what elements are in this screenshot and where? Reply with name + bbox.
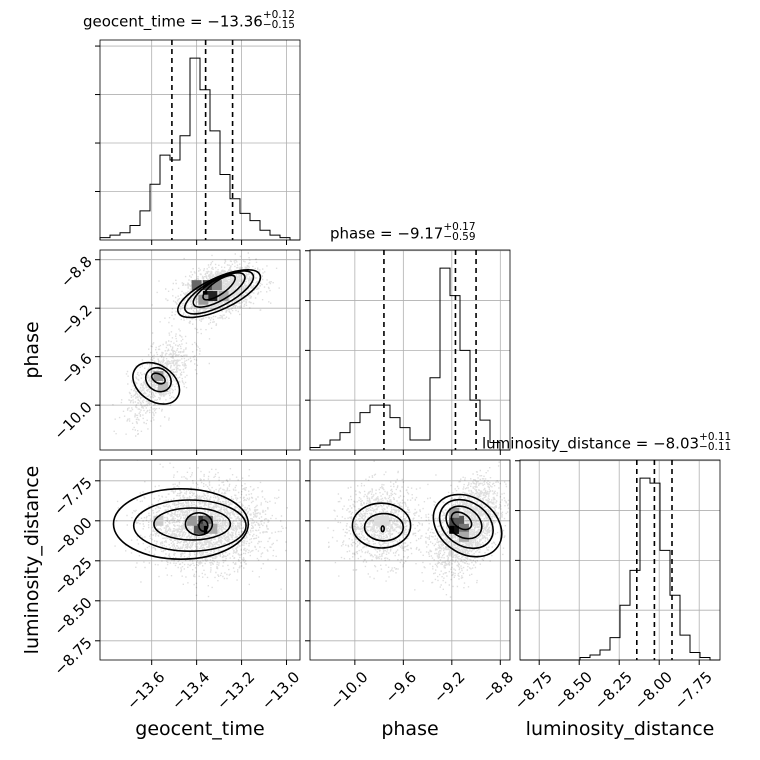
y-tick-label: −10.0 (50, 398, 95, 443)
title-median: −9.17 (397, 224, 444, 243)
contour-line (351, 502, 412, 549)
x-tick-label: −13.4 (168, 668, 213, 713)
y-tick-label: −9.6 (57, 350, 95, 388)
histogram-phase (309, 267, 510, 451)
title-plus: +0.11 (699, 431, 732, 443)
title-plus: +0.12 (262, 9, 295, 21)
axes-frame (309, 459, 511, 661)
x-tick-label: −7.75 (671, 668, 716, 713)
title-plus: +0.17 (443, 221, 476, 233)
density-block (454, 515, 465, 526)
contour-line (192, 272, 246, 308)
y-tick-label: −7.75 (50, 474, 95, 519)
contour-line (150, 372, 166, 385)
density-block (207, 291, 218, 302)
density-block (218, 291, 229, 302)
density-block (378, 515, 389, 526)
scatter-samples (114, 460, 288, 598)
scatter-samples (112, 252, 280, 437)
title-param-name: geocent_time (83, 12, 186, 31)
title-param-name: phase (330, 224, 376, 243)
contour-line (202, 274, 237, 301)
x-tick-label: −9.6 (382, 668, 420, 706)
contour-line (112, 487, 250, 560)
histogram-luminosity_distance (520, 477, 720, 661)
title-luminosity-distance: luminosity_distance = −8.03 +0.11 −0.11 (482, 431, 732, 453)
y-axis-label: phase (21, 321, 43, 378)
axes-frame (99, 39, 301, 241)
contour-line (438, 498, 494, 550)
x-tick-label: −10.0 (326, 668, 371, 713)
contour-line (132, 499, 247, 552)
title-median: −13.36 (207, 12, 263, 31)
x-tick-label: −8.50 (551, 668, 596, 713)
y-tick-label: −8.50 (50, 594, 95, 639)
contour-line (177, 269, 262, 319)
density-panel (112, 460, 288, 598)
density-panel (112, 252, 280, 437)
y-tick-label: −8.8 (57, 253, 95, 291)
x-tick-label: −13.2 (213, 668, 258, 713)
density-block (153, 371, 164, 382)
contour-line (144, 366, 172, 393)
density-block (458, 531, 469, 542)
x-tick-label: −13.6 (123, 668, 168, 713)
title-median: −8.03 (653, 434, 700, 453)
density-block (202, 515, 213, 526)
contour-line (450, 511, 473, 531)
y-tick-label: −8.00 (50, 514, 95, 559)
contour-line (184, 511, 214, 536)
contour-line (183, 270, 255, 315)
x-tick-label: −8.75 (511, 668, 556, 713)
density-block (153, 515, 164, 526)
histogram-geocent_time (99, 57, 300, 241)
contour-line (153, 507, 232, 541)
title-phase: phase = −9.17 +0.17 −0.59 (330, 221, 476, 243)
contour-line (198, 519, 209, 532)
x-axis-label: geocent_time (135, 718, 264, 740)
y-tick-label: −9.2 (57, 301, 95, 339)
density-block (191, 280, 202, 291)
contour-line (380, 525, 385, 533)
y-tick-label: −8.25 (50, 554, 95, 599)
y-tick-label: −8.75 (50, 634, 95, 679)
contour-line (132, 361, 181, 405)
scatter-samples (327, 460, 510, 598)
x-axis-label: luminosity_distance (526, 718, 715, 740)
y-axis-label: luminosity_distance (21, 466, 43, 655)
density-block (211, 280, 222, 291)
x-tick-label: −9.2 (430, 668, 468, 706)
density-block (187, 515, 198, 526)
x-tick-label: −8.25 (591, 668, 636, 713)
title-geocent-time: geocent_time = −13.36 +0.12 −0.15 (83, 9, 295, 31)
x-tick-label: −13.0 (258, 668, 303, 713)
contour-line (363, 512, 405, 542)
density-block (198, 294, 209, 305)
density-block (207, 523, 218, 534)
density-block (157, 381, 168, 392)
title-param-name: luminosity_distance (482, 434, 631, 453)
title-minus: −0.15 (262, 19, 295, 31)
contour-line (445, 505, 483, 540)
contour-line (432, 493, 503, 558)
x-axis-label: phase (381, 718, 438, 740)
axes-frame (99, 249, 301, 451)
title-minus: −0.59 (443, 231, 476, 243)
title-minus: −0.11 (699, 441, 732, 453)
density-panel (327, 460, 510, 598)
axes-frame (99, 459, 301, 661)
x-tick-label: −8.00 (631, 668, 676, 713)
